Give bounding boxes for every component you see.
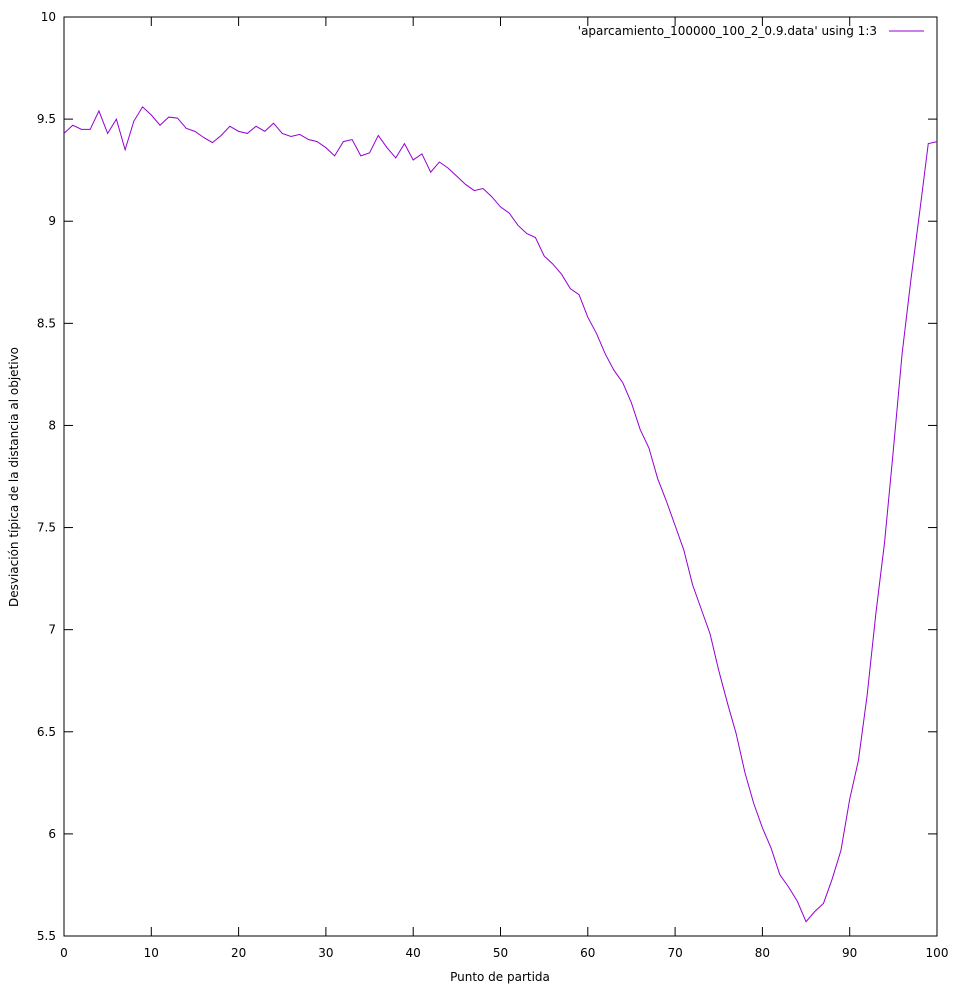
- x-tick-label: 30: [318, 946, 333, 960]
- y-axis-label: Desviación típica de la distancia al obj…: [7, 347, 21, 607]
- y-tick-label: 6.5: [37, 725, 56, 739]
- y-tick-label: 9: [48, 214, 56, 228]
- y-tick-label: 9.5: [37, 112, 56, 126]
- y-tick-label: 6: [48, 827, 56, 841]
- x-tick-label: 60: [580, 946, 595, 960]
- x-tick-label: 40: [406, 946, 421, 960]
- y-tick-label: 5.5: [37, 929, 56, 943]
- x-tick-label: 10: [144, 946, 159, 960]
- x-tick-label: 20: [231, 946, 246, 960]
- plot-area: 0 10 20 30 40 50 60 70 80 90 100 5.5 6 6.5 7 7.5 8 8.5 9 9.…: [37, 10, 949, 960]
- y-tick-label: 7.5: [37, 521, 56, 535]
- x-tick-label: 70: [667, 946, 682, 960]
- plot-frame: [63, 16, 938, 937]
- series-line: [63, 106, 938, 923]
- y-tick-label: 8: [48, 418, 56, 432]
- x-tick-label: 0: [60, 946, 68, 960]
- x-tick-label: 100: [926, 946, 949, 960]
- x-axis-label: Punto de partida: [450, 970, 550, 984]
- legend-entry-label: 'aparcamiento_100000_100_2_0.9.data' usi…: [578, 24, 877, 38]
- x-tick-label: 90: [842, 946, 857, 960]
- x-tick-label: 80: [755, 946, 770, 960]
- y-tick-label: 10: [41, 10, 56, 24]
- x-tick-label: 50: [493, 946, 508, 960]
- y-tick-label: 8.5: [37, 316, 56, 330]
- y-tick-label: 7: [48, 623, 56, 637]
- legend: 'aparcamiento_100000_100_2_0.9.data' usi…: [578, 24, 924, 38]
